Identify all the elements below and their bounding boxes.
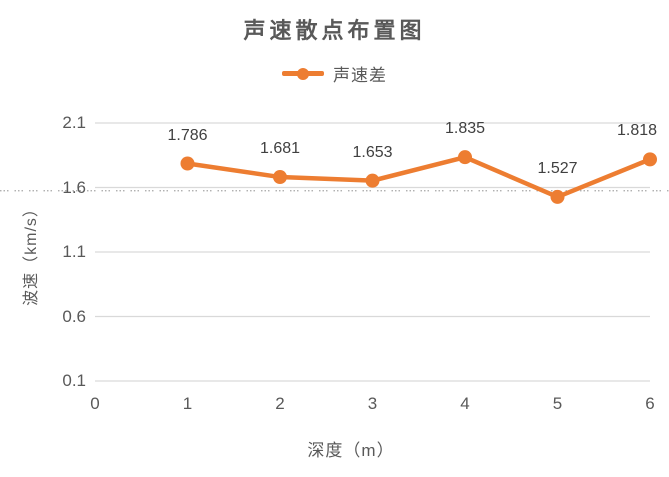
data-point-label: 1.835: [444, 120, 486, 138]
legend-label: 声速差: [333, 66, 387, 85]
x-tick-label: 0: [90, 394, 100, 413]
x-tick-label: 3: [367, 394, 378, 413]
y-tick-label: 0.6: [62, 306, 86, 326]
x-tick-label: 2: [275, 394, 285, 413]
x-tick-label: 4: [460, 394, 470, 413]
data-point-marker: [550, 189, 565, 204]
data-point-marker: [180, 156, 195, 171]
data-point-label: 1.653: [352, 143, 393, 161]
data-point-label: 1.681: [259, 140, 301, 158]
legend-marker-dot-icon: [297, 67, 309, 80]
y-tick-label: 0.1: [62, 371, 86, 390]
data-point-label: 1.786: [167, 126, 208, 144]
x-axis-title: 深度（m）: [307, 441, 395, 460]
legend-line-swatch: [282, 67, 324, 80]
x-tick-label: 6: [645, 394, 655, 413]
data-point-marker: [365, 173, 380, 188]
data-point-marker: [458, 150, 472, 165]
legend: 声速差: [0, 61, 669, 86]
data-point-marker: [273, 170, 287, 185]
y-tick-label: 2.1: [62, 113, 86, 132]
chart-title: 声速散点布置图: [243, 18, 426, 43]
data-point-marker: [643, 152, 657, 167]
y-axis-title: 波速（km/s）: [23, 200, 40, 306]
series-line: [185, 154, 653, 200]
x-tick-label: 5: [552, 394, 563, 413]
data-point-label: 1.527: [537, 159, 578, 177]
x-tick-label: 1: [182, 394, 193, 413]
y-tick-label: 1.6: [62, 177, 86, 197]
y-tick-label: 1.1: [62, 242, 86, 261]
data-point-label: 1.818: [616, 122, 658, 140]
